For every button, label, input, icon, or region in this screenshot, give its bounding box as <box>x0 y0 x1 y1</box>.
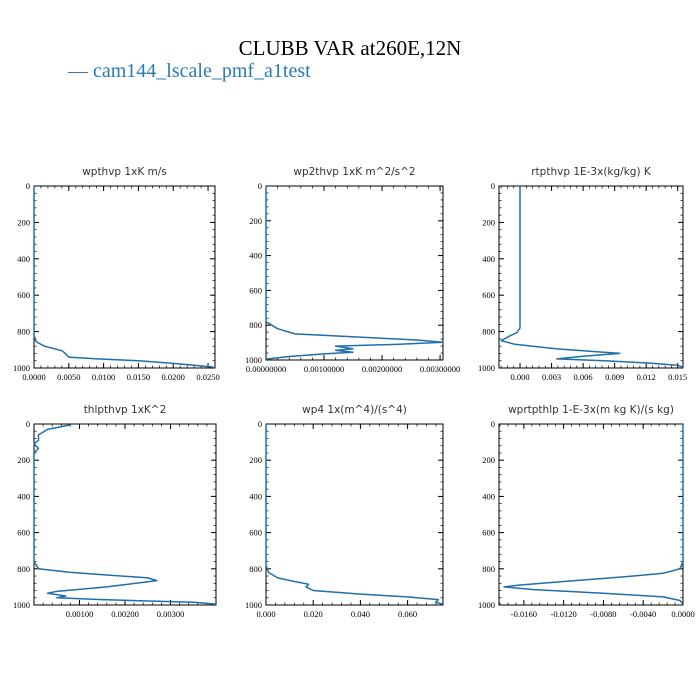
x-tick-label: 0.00300000 <box>420 364 460 374</box>
y-tick-label: 0 <box>258 181 262 191</box>
y-tick-label: 400 <box>482 491 495 501</box>
y-tick-label: 200 <box>482 455 495 465</box>
y-tick-label: 800 <box>249 564 262 574</box>
y-tick-label: 600 <box>249 285 262 295</box>
x-tick-label: 0.000 <box>256 609 275 619</box>
y-tick-label: 0 <box>258 419 262 429</box>
x-tick-label: 0.012 <box>637 372 656 382</box>
panel-title: wpthvp 1xK m/s <box>82 166 167 178</box>
y-tick-label: 600 <box>482 290 495 300</box>
y-tick-label: 400 <box>249 251 262 261</box>
x-tick-label: 0.000 <box>510 372 529 382</box>
y-tick-label: 200 <box>17 217 30 227</box>
x-tick-label: 0.0050 <box>57 372 80 382</box>
legend-entry: — cam144_lscale_pmf_a1test <box>68 60 311 82</box>
panel-title: wp2thvp 1xK m^2/s^2 <box>293 166 415 178</box>
x-tick-label: 0.0000 <box>22 372 45 382</box>
x-tick-label: -0.0080 <box>590 609 616 619</box>
x-tick-label: -0.0120 <box>551 609 577 619</box>
y-tick-label: 800 <box>17 327 30 337</box>
x-tick-label: 0.00200000 <box>362 364 402 374</box>
panel-title: thlpthvp 1xK^2 <box>84 404 167 416</box>
y-tick-label: 0 <box>26 419 30 429</box>
x-tick-label: 0.0100 <box>92 372 115 382</box>
y-tick-label: 200 <box>249 216 262 226</box>
y-tick-label: 200 <box>17 455 30 465</box>
y-tick-label: 0 <box>491 419 495 429</box>
y-tick-label: 0 <box>491 181 495 191</box>
series-line <box>500 186 684 368</box>
x-tick-label: -0.0040 <box>630 609 656 619</box>
y-tick-label: 200 <box>249 455 262 465</box>
plot-frame <box>33 185 216 369</box>
y-tick-label: 800 <box>482 564 495 574</box>
y-tick-label: 1000 <box>13 363 30 373</box>
series-line <box>265 424 444 605</box>
figure-title: CLUBB VAR at260E,12N <box>238 36 462 60</box>
y-tick-label: 600 <box>17 528 30 538</box>
y-tick-label: 400 <box>17 491 30 501</box>
series-line <box>265 186 444 360</box>
panel-title: wp4 1x(m^4)/(s^4) <box>302 404 407 416</box>
y-tick-label: 1000 <box>13 600 30 610</box>
plot-frame <box>498 185 684 369</box>
x-tick-label: 0.0000 <box>671 609 694 619</box>
y-tick-label: 400 <box>249 491 262 501</box>
y-tick-label: 1000 <box>245 355 262 365</box>
y-tick-label: 400 <box>482 254 495 264</box>
y-tick-label: 600 <box>249 528 262 538</box>
x-tick-label: 0.00000000 <box>246 364 286 374</box>
y-tick-label: 800 <box>249 320 262 330</box>
x-tick-label: -0.0160 <box>511 609 537 619</box>
x-tick-label: 0.00100000 <box>304 364 344 374</box>
x-tick-label: 0.006 <box>574 372 593 382</box>
series-line <box>503 424 684 605</box>
x-tick-label: 0.00300 <box>157 609 185 619</box>
y-tick-label: 1000 <box>478 363 495 373</box>
y-tick-label: 800 <box>17 564 30 574</box>
legend-label: cam144_lscale_pmf_a1test <box>93 60 311 82</box>
y-tick-label: 200 <box>482 217 495 227</box>
panel-title: wprtpthlp 1-E-3x(m kg K)/(s kg) <box>508 404 674 416</box>
plot-frame <box>33 423 217 606</box>
series-line <box>33 424 217 605</box>
x-tick-label: 0.020 <box>304 609 323 619</box>
y-tick-label: 1000 <box>478 600 495 610</box>
plot-frame <box>498 423 684 606</box>
x-tick-label: 0.040 <box>351 609 370 619</box>
x-tick-label: 0.009 <box>605 372 624 382</box>
series-line <box>33 186 214 368</box>
y-tick-label: 1000 <box>245 600 262 610</box>
x-tick-label: 0.0250 <box>196 372 219 382</box>
y-tick-label: 600 <box>482 528 495 538</box>
y-tick-label: 0 <box>26 181 30 191</box>
plot-frame <box>265 423 444 606</box>
y-tick-label: 400 <box>17 254 30 264</box>
y-tick-label: 600 <box>17 290 30 300</box>
x-tick-label: 0.0150 <box>127 372 150 382</box>
x-tick-label: 0.003 <box>542 372 561 382</box>
y-tick-label: 800 <box>482 327 495 337</box>
x-tick-label: 0.015 <box>668 372 687 382</box>
x-tick-label: 0.060 <box>398 609 417 619</box>
x-tick-label: 0.00200 <box>111 609 139 619</box>
x-tick-label: 0.0200 <box>162 372 185 382</box>
panel-title: rtpthvp 1E-3x(kg/kg) K <box>531 166 652 178</box>
x-tick-label: 0.00100 <box>66 609 94 619</box>
